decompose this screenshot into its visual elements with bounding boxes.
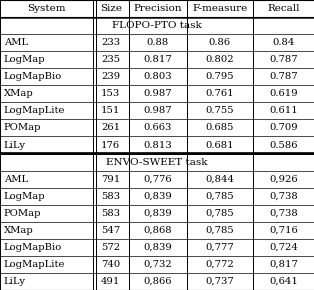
Text: POMap: POMap (4, 209, 41, 218)
Text: 233: 233 (101, 38, 120, 47)
Text: 0,839: 0,839 (143, 192, 172, 201)
Text: 0,776: 0,776 (143, 175, 172, 184)
Text: 0,868: 0,868 (143, 226, 172, 235)
Text: 0.802: 0.802 (205, 55, 234, 64)
Text: 0,738: 0,738 (269, 209, 298, 218)
Text: 0,866: 0,866 (143, 277, 172, 286)
Text: 235: 235 (101, 55, 120, 64)
Text: FLOPO-PTO task: FLOPO-PTO task (112, 21, 202, 30)
Text: 0,839: 0,839 (143, 209, 172, 218)
Text: 0.709: 0.709 (269, 124, 298, 133)
Text: 583: 583 (101, 209, 120, 218)
Text: LogMapBio: LogMapBio (4, 72, 62, 81)
Text: 0,716: 0,716 (269, 226, 298, 235)
Text: 0.88: 0.88 (147, 38, 169, 47)
Text: AML: AML (4, 38, 28, 47)
Text: AML: AML (4, 175, 28, 184)
Text: ENVO-SWEET task: ENVO-SWEET task (106, 157, 208, 166)
Text: 0,844: 0,844 (205, 175, 234, 184)
Text: 0.681: 0.681 (205, 140, 234, 150)
Text: LogMapLite: LogMapLite (4, 106, 65, 115)
Text: LiLy: LiLy (4, 140, 26, 150)
Text: POMap: POMap (4, 124, 41, 133)
Text: LiLy: LiLy (4, 277, 26, 286)
Text: 0.817: 0.817 (143, 55, 172, 64)
Text: 0.795: 0.795 (205, 72, 234, 81)
Text: 491: 491 (101, 277, 120, 286)
Text: 0,724: 0,724 (269, 243, 298, 252)
Text: 261: 261 (101, 124, 120, 133)
Text: 791: 791 (101, 175, 120, 184)
Text: LogMapLite: LogMapLite (4, 260, 65, 269)
Text: 0,641: 0,641 (269, 277, 298, 286)
Text: 151: 151 (101, 106, 120, 115)
Text: 0.761: 0.761 (205, 89, 234, 98)
Text: 0,737: 0,737 (205, 277, 234, 286)
Text: LogMapBio: LogMapBio (4, 243, 62, 252)
Text: 0.787: 0.787 (269, 72, 298, 81)
Text: 0.84: 0.84 (272, 38, 295, 47)
Text: 0.787: 0.787 (269, 55, 298, 64)
Text: 0.611: 0.611 (269, 106, 298, 115)
Text: 153: 153 (101, 89, 120, 98)
Text: Size: Size (100, 4, 122, 13)
Text: 0,785: 0,785 (205, 226, 234, 235)
Text: 0.803: 0.803 (143, 72, 172, 81)
Text: 0.586: 0.586 (269, 140, 298, 150)
Text: 0.813: 0.813 (143, 140, 172, 150)
Text: 0,738: 0,738 (269, 192, 298, 201)
Text: 547: 547 (101, 226, 120, 235)
Text: LogMap: LogMap (4, 192, 46, 201)
Text: 0,817: 0,817 (269, 260, 298, 269)
Text: 0,926: 0,926 (269, 175, 298, 184)
Text: System: System (27, 4, 66, 13)
Text: 0,777: 0,777 (205, 243, 234, 252)
Text: 0,732: 0,732 (143, 260, 172, 269)
Text: 0.685: 0.685 (206, 124, 234, 133)
Text: 0.619: 0.619 (269, 89, 298, 98)
Text: 0.86: 0.86 (209, 38, 231, 47)
Text: 239: 239 (101, 72, 120, 81)
Text: Precision: Precision (133, 4, 182, 13)
Text: 0.755: 0.755 (205, 106, 234, 115)
Text: 0.987: 0.987 (143, 89, 172, 98)
Text: 0,839: 0,839 (143, 243, 172, 252)
Text: 176: 176 (101, 140, 120, 150)
Text: 740: 740 (101, 260, 120, 269)
Text: 0.663: 0.663 (143, 124, 172, 133)
Text: Recall: Recall (267, 4, 300, 13)
Text: 583: 583 (101, 192, 120, 201)
Text: 0,772: 0,772 (205, 260, 234, 269)
Text: F-measure: F-measure (192, 4, 247, 13)
Text: 0.987: 0.987 (143, 106, 172, 115)
Text: 0,785: 0,785 (205, 209, 234, 218)
Text: 572: 572 (101, 243, 120, 252)
Text: LogMap: LogMap (4, 55, 46, 64)
Text: 0,785: 0,785 (205, 192, 234, 201)
Text: XMap: XMap (4, 89, 34, 98)
Text: XMap: XMap (4, 226, 34, 235)
